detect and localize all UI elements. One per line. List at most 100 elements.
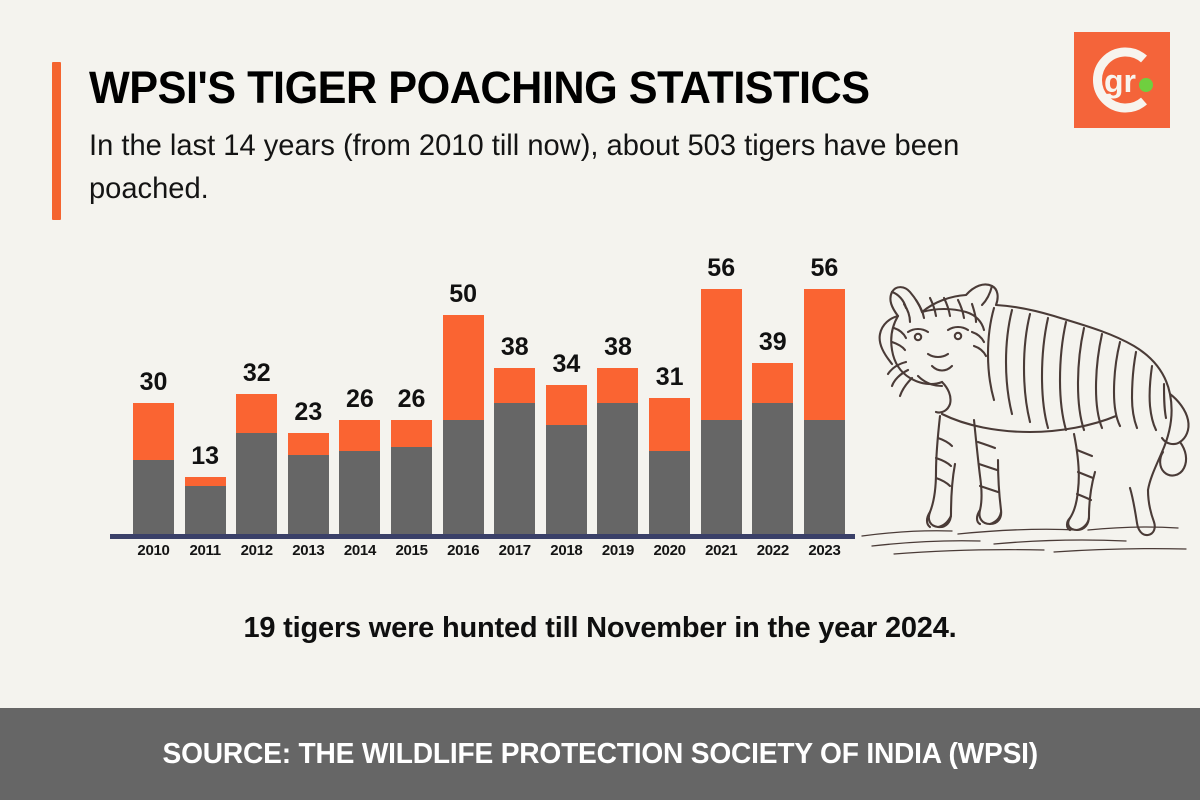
bar-segment-upper (236, 394, 278, 434)
source-footer: SOURCE: THE WILDLIFE PROTECTION SOCIETY … (0, 708, 1200, 800)
bar-segment-upper (287, 433, 329, 456)
bar-column-2013[interactable]: 23 (287, 250, 329, 534)
x-axis-label-2023: 2023 (808, 542, 841, 559)
bar-segment-lower (442, 420, 484, 534)
bar-column-2012[interactable]: 32 (236, 250, 278, 534)
bar-value-label: 30 (139, 367, 168, 396)
x-axis-label-2022: 2022 (756, 542, 789, 559)
bar-segment-upper (803, 289, 845, 421)
bar-segment-lower (752, 402, 794, 534)
x-axis-label-2019: 2019 (601, 542, 635, 559)
bar-column-2023[interactable]: 56 (803, 250, 845, 534)
bar-column-2017[interactable]: 38 (494, 250, 536, 534)
accent-bar (52, 62, 61, 220)
x-axis-label-2013: 2013 (292, 542, 325, 559)
bar-column-2016[interactable]: 50 (442, 250, 484, 534)
bar-value-label: 56 (707, 254, 736, 282)
page-title: WPSI'S TIGER POACHING STATISTICS (89, 62, 870, 113)
x-axis-label-2010: 2010 (137, 542, 170, 559)
bar-segment-upper (649, 398, 691, 451)
header: WPSI'S TIGER POACHING STATISTICS In the … (52, 62, 1042, 220)
bar-chart: 30 13 32 23 26 26 50 38 34 38 31 56 39 56 2010 2011 201… (110, 250, 855, 570)
bar-segment-lower (236, 433, 278, 534)
svg-text:gr: gr (1104, 63, 1136, 99)
bar-value-label: 31 (655, 363, 684, 392)
bar-stack (597, 367, 639, 534)
gr-logo[interactable]: gr (1074, 32, 1170, 128)
chart-plot-area: 30 13 32 23 26 26 50 38 34 38 31 56 39 56 (110, 250, 855, 534)
bar-column-2010[interactable]: 30 (133, 250, 174, 534)
bar-value-label: 26 (397, 385, 426, 414)
x-axis-label-2015: 2015 (395, 542, 428, 559)
bar-column-2015[interactable]: 26 (391, 250, 433, 534)
header-text-block: WPSI'S TIGER POACHING STATISTICS In the … (89, 62, 1042, 220)
bar-segment-upper (184, 477, 226, 486)
bar-value-label: 13 (191, 442, 220, 471)
bar-segment-upper (442, 315, 484, 421)
bar-value-label: 56 (810, 254, 839, 282)
page-subtitle: In the last 14 years (from 2010 till now… (89, 129, 960, 205)
bar-segment-lower (494, 402, 536, 534)
x-axis-label-2014: 2014 (343, 542, 377, 559)
bar-stack (287, 433, 329, 534)
bar-segment-lower (391, 446, 433, 534)
bar-segment-upper (545, 385, 587, 425)
source-text: SOURCE: THE WILDLIFE PROTECTION SOCIETY … (162, 737, 1038, 770)
bar-segment-upper (700, 289, 742, 421)
bar-value-label: 34 (552, 350, 581, 379)
x-axis-line (110, 534, 855, 539)
bar-segment-lower (649, 450, 691, 534)
x-axis-label-2020: 2020 (653, 542, 686, 559)
bar-value-label: 32 (242, 359, 271, 387)
bar-segment-upper (391, 420, 433, 447)
bar-value-label: 38 (500, 332, 529, 361)
x-axis-tick-labels: 2010 2011 2012 2013 2014 2015 2016 2017 2018 2019… (133, 542, 845, 559)
footnote: 19 tigers were hunted till November in t… (243, 612, 957, 644)
bar-segment-upper (133, 402, 174, 460)
bar-segment-lower (287, 455, 329, 534)
x-axis-label-2021: 2021 (705, 542, 738, 559)
bar-column-2019[interactable]: 38 (597, 250, 639, 534)
chart-bars-container: 30 13 32 23 26 26 50 38 34 38 31 56 39 56 (133, 250, 845, 534)
bar-stack (442, 315, 484, 534)
bar-segment-upper (339, 420, 381, 451)
bar-segment-upper (597, 367, 639, 403)
bar-stack (236, 394, 278, 534)
bar-stack (545, 385, 587, 534)
bar-segment-upper (494, 367, 536, 403)
bar-column-2020[interactable]: 31 (649, 250, 691, 534)
bar-value-label: 23 (294, 398, 323, 427)
bar-segment-lower (184, 485, 226, 534)
bar-stack (649, 398, 691, 534)
bar-segment-lower (545, 424, 587, 534)
bar-stack (184, 477, 226, 534)
bar-stack (752, 363, 794, 534)
x-axis-label-2016: 2016 (447, 542, 480, 559)
bar-column-2014[interactable]: 26 (339, 250, 381, 534)
bar-stack (133, 402, 174, 534)
bar-stack (803, 289, 845, 534)
bar-value-label: 39 (758, 328, 787, 357)
bar-segment-lower (700, 420, 742, 534)
bar-segment-lower (597, 402, 639, 534)
bar-column-2018[interactable]: 34 (545, 250, 587, 534)
bar-column-2011[interactable]: 13 (184, 250, 226, 534)
bar-stack (391, 420, 433, 534)
bar-segment-upper (752, 363, 794, 403)
tiger-line-art (848, 258, 1196, 563)
bar-value-label: 50 (449, 280, 478, 309)
bar-value-label: 38 (604, 332, 632, 361)
bar-column-2022[interactable]: 39 (752, 250, 794, 534)
bar-stack (700, 289, 742, 534)
x-axis-label-2012: 2012 (240, 542, 273, 559)
x-axis-label-2018: 2018 (550, 542, 583, 559)
bar-value-label: 26 (346, 385, 374, 414)
x-axis-label-2011: 2011 (189, 542, 221, 559)
bar-stack (339, 420, 381, 534)
bar-segment-lower (133, 459, 174, 534)
bar-stack (494, 367, 536, 534)
x-axis-label-2017: 2017 (498, 542, 531, 559)
bar-column-2021[interactable]: 56 (700, 250, 742, 534)
bar-segment-lower (803, 420, 845, 534)
